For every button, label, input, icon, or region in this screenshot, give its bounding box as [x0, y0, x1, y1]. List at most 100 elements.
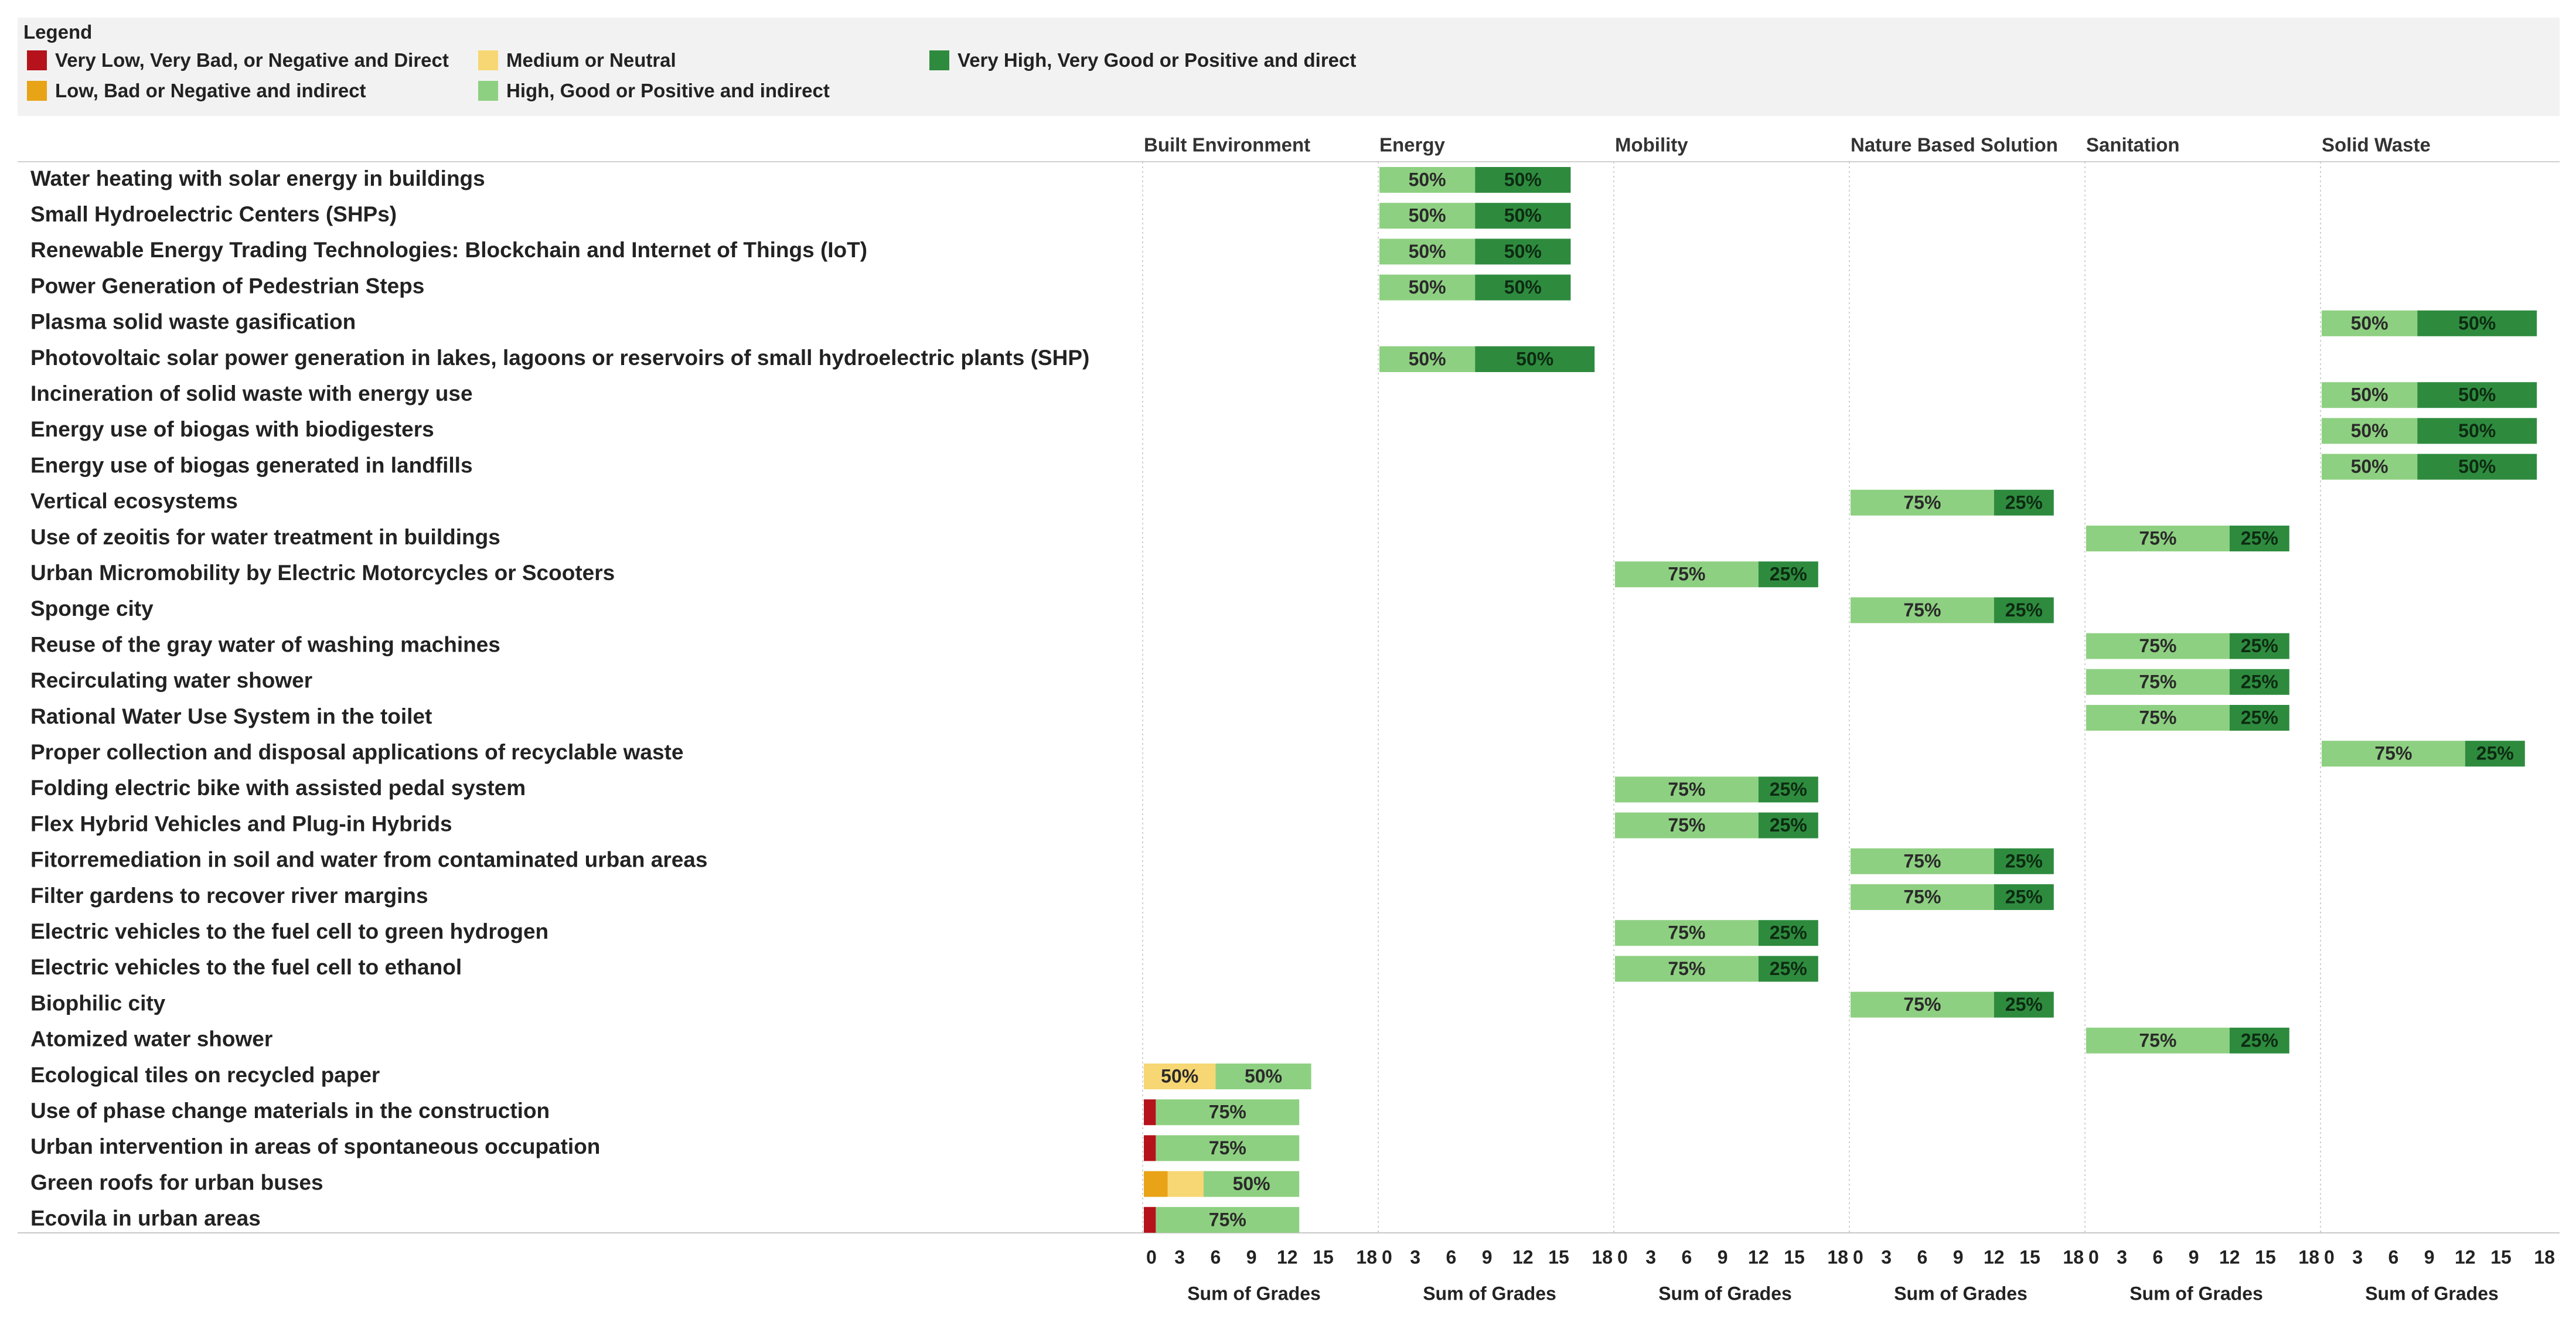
data-label: 50%: [1409, 205, 1446, 226]
panel-header: Nature Based Solution: [1851, 134, 2058, 156]
x-tick-label: 0: [1617, 1246, 1628, 1267]
row-label: Energy use of biogas with biodigesters: [30, 417, 434, 441]
x-tick-label: 0: [1146, 1246, 1157, 1267]
x-tick-label: 6: [2388, 1246, 2399, 1267]
data-label: 50%: [1161, 1065, 1198, 1086]
data-label: 25%: [1770, 922, 1807, 943]
x-tick-label: 12: [1277, 1246, 1298, 1267]
x-tick-label: 0: [1853, 1246, 1863, 1267]
x-axis-title: Sum of Grades: [2365, 1283, 2499, 1304]
x-tick-label: 15: [2255, 1246, 2276, 1267]
data-label: 75%: [1209, 1137, 1246, 1158]
legend-label-very-high: Very High, Very Good or Positive and dir…: [958, 49, 1357, 71]
row-label: Incineration of solid waste with energy …: [30, 381, 473, 405]
bar-segment: [1851, 991, 1994, 1018]
bar-segment: [1758, 776, 1818, 803]
bar-segment: [1167, 1171, 1204, 1197]
bar-segment: [2322, 310, 2418, 336]
data-label: 75%: [1209, 1209, 1246, 1230]
data-label: 50%: [2351, 312, 2388, 333]
bar-segment: [1144, 1135, 1156, 1161]
x-tick-label: 18: [1592, 1246, 1613, 1267]
bar-segment: [2086, 633, 2230, 659]
bar-segment: [1156, 1099, 1300, 1126]
bar-segment: [1379, 346, 1476, 372]
bar-segment: [2229, 633, 2289, 659]
legend-swatch-medium: [478, 50, 498, 70]
bar-segment: [1379, 238, 1476, 265]
bar-segment: [2417, 382, 2537, 408]
data-label: 25%: [2241, 707, 2278, 728]
data-label: 25%: [2005, 994, 2043, 1015]
data-label: 50%: [1409, 169, 1446, 190]
row-label: Folding electric bike with assisted peda…: [30, 776, 526, 800]
data-label: 50%: [1504, 169, 1542, 190]
data-label: 75%: [2139, 707, 2176, 728]
bar-segment: [1994, 597, 2054, 623]
data-label: 25%: [2005, 850, 2043, 871]
x-tick-label: 15: [1548, 1246, 1569, 1267]
x-tick-label: 6: [1446, 1246, 1457, 1267]
bar-segment: [1475, 346, 1595, 372]
bar-segment: [2229, 669, 2289, 695]
data-label: 50%: [1245, 1065, 1282, 1086]
x-tick-label: 15: [2490, 1246, 2512, 1267]
row-label: Use of phase change materials in the con…: [30, 1099, 550, 1123]
row-label: Biophilic city: [30, 991, 166, 1015]
data-label: 75%: [2139, 671, 2176, 692]
row-label: Recirculating water shower: [30, 669, 312, 693]
row-label: Sponge city: [30, 597, 154, 621]
data-label: 25%: [2476, 743, 2514, 764]
legend-label-high: High, Good or Positive and indirect: [506, 80, 830, 101]
bar-segment: [1851, 848, 1994, 874]
bar-segment: [2229, 1027, 2289, 1054]
bar-segment: [1994, 489, 2054, 516]
data-label: 25%: [1770, 564, 1807, 585]
data-label: 50%: [1504, 277, 1542, 298]
x-tick-label: 15: [2019, 1246, 2040, 1267]
row-label: Filter gardens to recover river margins: [30, 884, 428, 908]
data-label: 50%: [1409, 277, 1446, 298]
row-label: Green roofs for urban buses: [30, 1170, 323, 1194]
data-label: 25%: [2241, 1030, 2278, 1051]
bar-segment: [2417, 454, 2537, 480]
bar-segment: [2417, 418, 2537, 444]
x-tick-label: 15: [1313, 1246, 1334, 1267]
x-tick-label: 0: [1382, 1246, 1392, 1267]
bar-segment: [1851, 489, 1994, 516]
x-tick-label: 18: [1356, 1246, 1377, 1267]
bar-segment: [1615, 561, 1759, 588]
data-label: 25%: [1770, 958, 1807, 979]
data-label: 25%: [1770, 814, 1807, 836]
data-label: 25%: [1770, 779, 1807, 800]
data-label: 75%: [1668, 779, 1705, 800]
data-label: 50%: [1516, 348, 1553, 369]
data-label: 75%: [1668, 814, 1705, 836]
bar-segment: [1144, 1171, 1168, 1197]
row-label: Plasma solid waste gasification: [30, 310, 356, 334]
bar-segment: [2322, 741, 2465, 767]
bar-segment: [2465, 741, 2525, 767]
data-label: 75%: [1668, 958, 1705, 979]
x-tick-label: 18: [1827, 1246, 1848, 1267]
data-label: 25%: [2005, 599, 2043, 621]
x-tick-label: 6: [1917, 1246, 1928, 1267]
bar-segment: [1156, 1135, 1300, 1161]
bar-segment: [1994, 884, 2054, 910]
bar-segment: [2086, 1027, 2230, 1054]
row-label: Photovoltaic solar power generation in l…: [30, 346, 1089, 370]
x-tick-label: 3: [2352, 1246, 2363, 1267]
legend-title: Legend: [23, 21, 93, 43]
x-axis-title: Sum of Grades: [1658, 1283, 1792, 1304]
data-label: 75%: [1903, 886, 1941, 907]
bar-segment: [2229, 526, 2289, 551]
row-label: Reuse of the gray water of washing machi…: [30, 632, 500, 656]
x-tick-label: 3: [1881, 1246, 1892, 1267]
bar-segment: [1758, 812, 1818, 839]
bar-segment: [1615, 776, 1759, 803]
row-label: Use of zeoitis for water treatment in bu…: [30, 525, 500, 549]
row-label: Vertical ecosystems: [30, 489, 238, 513]
x-axis-title: Sum of Grades: [2129, 1283, 2263, 1304]
bar-segment: [2229, 705, 2289, 731]
data-label: 50%: [1409, 348, 1446, 369]
